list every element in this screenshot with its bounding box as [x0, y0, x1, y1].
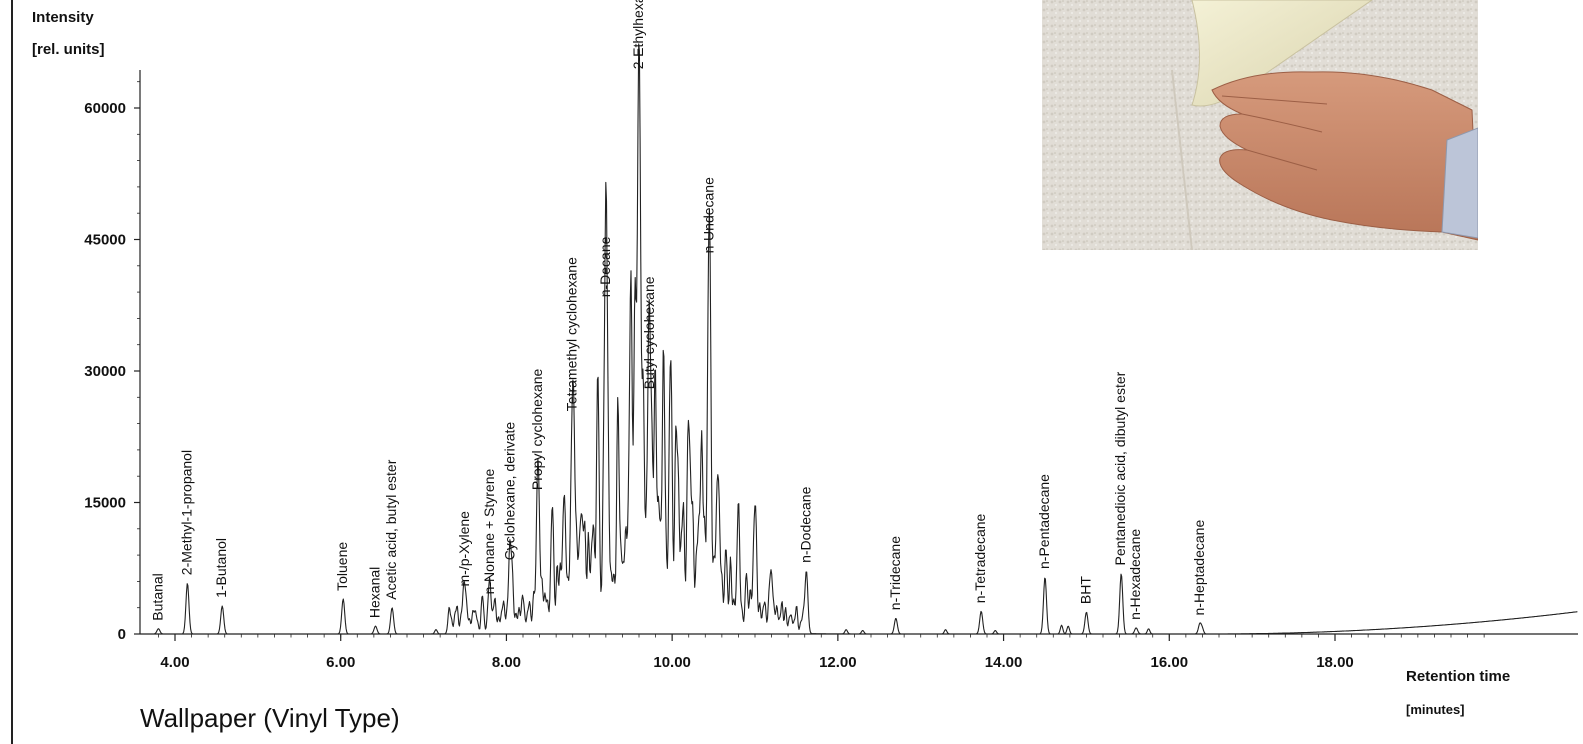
x-tick-label: 16.00 [1151, 654, 1189, 671]
peak-label: Toluene [334, 542, 350, 591]
peak-label: m-/p-Xylene [456, 511, 472, 587]
hand [1211, 71, 1478, 241]
peak-label: n-Pentadecane [1036, 474, 1052, 569]
x-axis-title-line2: [minutes] [1406, 702, 1465, 717]
y-ticks: 0 15000 30000 45000 60000 [84, 81, 140, 643]
x-ticks: 4.00 6.00 8.00 10.00 12.00 14.00 16.00 18.00 [158, 634, 1485, 671]
x-tick-label: 6.00 [326, 654, 355, 671]
x-axis-title-line1: Retention time [1406, 668, 1510, 685]
peak-label: n-Tridecane [887, 536, 903, 610]
peak-label: Pentanedioic acid, dibutyl ester [1112, 371, 1128, 565]
peak-label: 1-Butanol [213, 538, 229, 598]
peak-label: Butanal [149, 573, 165, 620]
peak-label: 2-Methyl-1-propanol [178, 450, 194, 575]
y-axis-title-line1: Intensity [32, 9, 94, 26]
peak-label: n-Decane [597, 236, 613, 297]
shirt-sleeve [1441, 127, 1478, 239]
peak-label: BHT [1077, 576, 1093, 604]
x-tick-label: 10.00 [653, 654, 691, 671]
peak-label: n-Heptadecane [1191, 520, 1207, 616]
y-tick-label: 0 [118, 626, 126, 643]
chromatogram-trace [148, 43, 1578, 635]
peak-label: n-Tetradecane [972, 513, 988, 603]
x-tick-label: 4.00 [160, 654, 189, 671]
peak-label: Butyl cyclohexane [641, 276, 657, 389]
y-tick-label: 45000 [84, 232, 126, 249]
x-tick-label: 14.00 [985, 654, 1023, 671]
x-tick-label: 18.00 [1316, 654, 1354, 671]
peak-label: Cyclohexane, derivate [502, 422, 518, 561]
peak-label: Acetic acid, butyl ester [383, 459, 399, 599]
peak-label: 2-Ethylhexanol [630, 0, 646, 69]
peak-label: n-Hexadecane [1127, 529, 1143, 620]
y-tick-label: 30000 [84, 363, 126, 380]
peak-labels: Butanal 2-Methyl-1-propanol 1-Butanol Tolue… [149, 0, 1207, 621]
peak-label: Hexanal [367, 567, 383, 618]
peak-label: n-Nonane + Styrene [481, 468, 497, 594]
x-tick-label: 8.00 [492, 654, 521, 671]
y-axis-title-line2: [rel. units] [32, 41, 105, 58]
y-tick-label: 60000 [84, 100, 126, 117]
wallpaper-photo [1042, 0, 1478, 250]
x-tick-label: 12.00 [819, 654, 857, 671]
peak-label: n-Dodecane [797, 486, 813, 562]
peak-label: Propyl cyclohexane [529, 368, 545, 490]
peak-label: n-Undecane [700, 177, 716, 253]
chart-title: Wallpaper (Vinyl Type) [140, 703, 400, 733]
peak-label: Tetramethyl cyclohexane [564, 257, 580, 411]
y-tick-label: 15000 [84, 495, 126, 512]
